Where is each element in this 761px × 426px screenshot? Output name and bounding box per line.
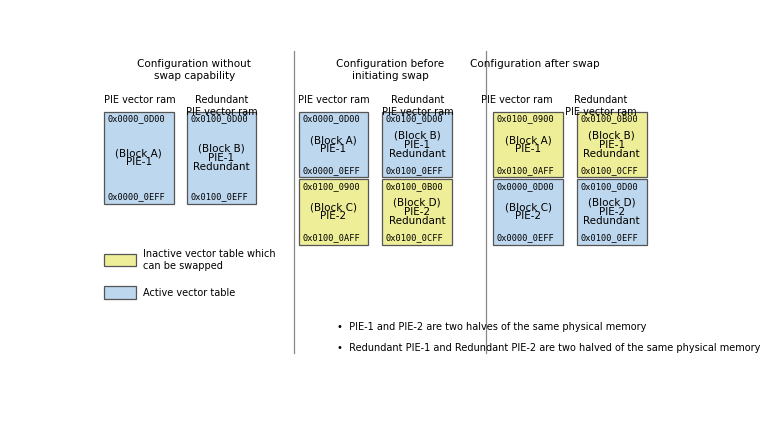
Text: Configuration without
swap capability: Configuration without swap capability <box>137 59 251 81</box>
Text: Redundant: Redundant <box>389 149 445 159</box>
Text: Redundant: Redundant <box>193 162 250 172</box>
Text: PIE-1: PIE-1 <box>404 140 430 150</box>
FancyBboxPatch shape <box>298 112 368 177</box>
Text: PIE-1: PIE-1 <box>209 153 234 163</box>
Text: 0x0100_0EFF: 0x0100_0EFF <box>190 192 248 201</box>
Text: •  PIE-1 and PIE-2 are two halves of the same physical memory: • PIE-1 and PIE-2 are two halves of the … <box>337 322 646 332</box>
Text: 0x0100_0900: 0x0100_0900 <box>497 115 555 124</box>
FancyBboxPatch shape <box>186 112 256 204</box>
Text: 0x0000_0D00: 0x0000_0D00 <box>302 115 360 124</box>
Text: (Block A): (Block A) <box>310 135 357 145</box>
Text: PIE vector ram: PIE vector ram <box>298 95 370 105</box>
Text: PIE-2: PIE-2 <box>515 211 541 222</box>
Text: PIE-2: PIE-2 <box>320 211 346 222</box>
Text: 0x0100_0D00: 0x0100_0D00 <box>190 115 248 124</box>
Text: PIE vector ram: PIE vector ram <box>481 95 552 105</box>
Text: (Block B): (Block B) <box>198 144 245 153</box>
FancyBboxPatch shape <box>104 286 136 299</box>
Text: PIE-1: PIE-1 <box>599 140 625 150</box>
FancyBboxPatch shape <box>493 179 563 245</box>
Text: 0x0000_0D00: 0x0000_0D00 <box>107 115 165 124</box>
Text: PIE-1: PIE-1 <box>320 144 346 154</box>
Text: Redundant
PIE vector ram: Redundant PIE vector ram <box>565 95 636 117</box>
Text: 0x0100_0900: 0x0100_0900 <box>302 181 360 191</box>
Text: 0x0000_0D00: 0x0000_0D00 <box>497 181 555 191</box>
Text: 0x0100_0B00: 0x0100_0B00 <box>581 115 638 124</box>
Text: PIE-2: PIE-2 <box>599 207 625 217</box>
FancyBboxPatch shape <box>104 112 174 204</box>
Text: PIE vector ram: PIE vector ram <box>103 95 175 105</box>
Text: (Block A): (Block A) <box>505 135 552 145</box>
Text: Redundant: Redundant <box>584 216 640 226</box>
Text: Redundant
PIE vector ram: Redundant PIE vector ram <box>186 95 258 117</box>
Text: (Block D): (Block D) <box>393 198 441 207</box>
Text: Configuration before
initiating swap: Configuration before initiating swap <box>336 59 444 81</box>
Text: (Block B): (Block B) <box>393 130 441 141</box>
Text: (Block C): (Block C) <box>505 202 552 212</box>
Text: 0x0100_0CFF: 0x0100_0CFF <box>581 166 638 175</box>
Text: Active vector table: Active vector table <box>144 288 236 297</box>
Text: (Block C): (Block C) <box>310 202 357 212</box>
Text: PIE-1: PIE-1 <box>515 144 541 154</box>
Text: 0x0100_0D00: 0x0100_0D00 <box>581 181 638 191</box>
Text: Inactive vector table which
can be swapped: Inactive vector table which can be swapp… <box>144 249 276 271</box>
FancyBboxPatch shape <box>382 179 452 245</box>
FancyBboxPatch shape <box>104 253 136 266</box>
Text: •  Redundant PIE-1 and Redundant PIE-2 are two halved of the same physical memor: • Redundant PIE-1 and Redundant PIE-2 ar… <box>337 343 760 353</box>
FancyBboxPatch shape <box>382 112 452 177</box>
Text: (Block B): (Block B) <box>588 130 635 141</box>
Text: 0x0100_0EFF: 0x0100_0EFF <box>386 166 444 175</box>
Text: 0x0100_0B00: 0x0100_0B00 <box>386 181 444 191</box>
Text: Redundant: Redundant <box>584 149 640 159</box>
Text: 0x0100_0EFF: 0x0100_0EFF <box>581 233 638 242</box>
Text: 0x0100_0D00: 0x0100_0D00 <box>386 115 444 124</box>
Text: (Block D): (Block D) <box>588 198 635 207</box>
FancyBboxPatch shape <box>298 179 368 245</box>
Text: PIE-1: PIE-1 <box>126 157 152 167</box>
Text: 0x0100_0AFF: 0x0100_0AFF <box>497 166 555 175</box>
Text: (Block A): (Block A) <box>116 148 162 158</box>
FancyBboxPatch shape <box>577 179 647 245</box>
Text: Configuration after swap: Configuration after swap <box>470 59 600 69</box>
Text: 0x0000_0EFF: 0x0000_0EFF <box>302 166 360 175</box>
Text: 0x0000_0EFF: 0x0000_0EFF <box>497 233 555 242</box>
Text: Redundant: Redundant <box>389 216 445 226</box>
Text: Redundant
PIE vector ram: Redundant PIE vector ram <box>382 95 454 117</box>
Text: 0x0100_0AFF: 0x0100_0AFF <box>302 233 360 242</box>
FancyBboxPatch shape <box>577 112 647 177</box>
FancyBboxPatch shape <box>493 112 563 177</box>
Text: 0x0000_0EFF: 0x0000_0EFF <box>107 192 165 201</box>
Text: PIE-2: PIE-2 <box>404 207 430 217</box>
Text: 0x0100_0CFF: 0x0100_0CFF <box>386 233 444 242</box>
